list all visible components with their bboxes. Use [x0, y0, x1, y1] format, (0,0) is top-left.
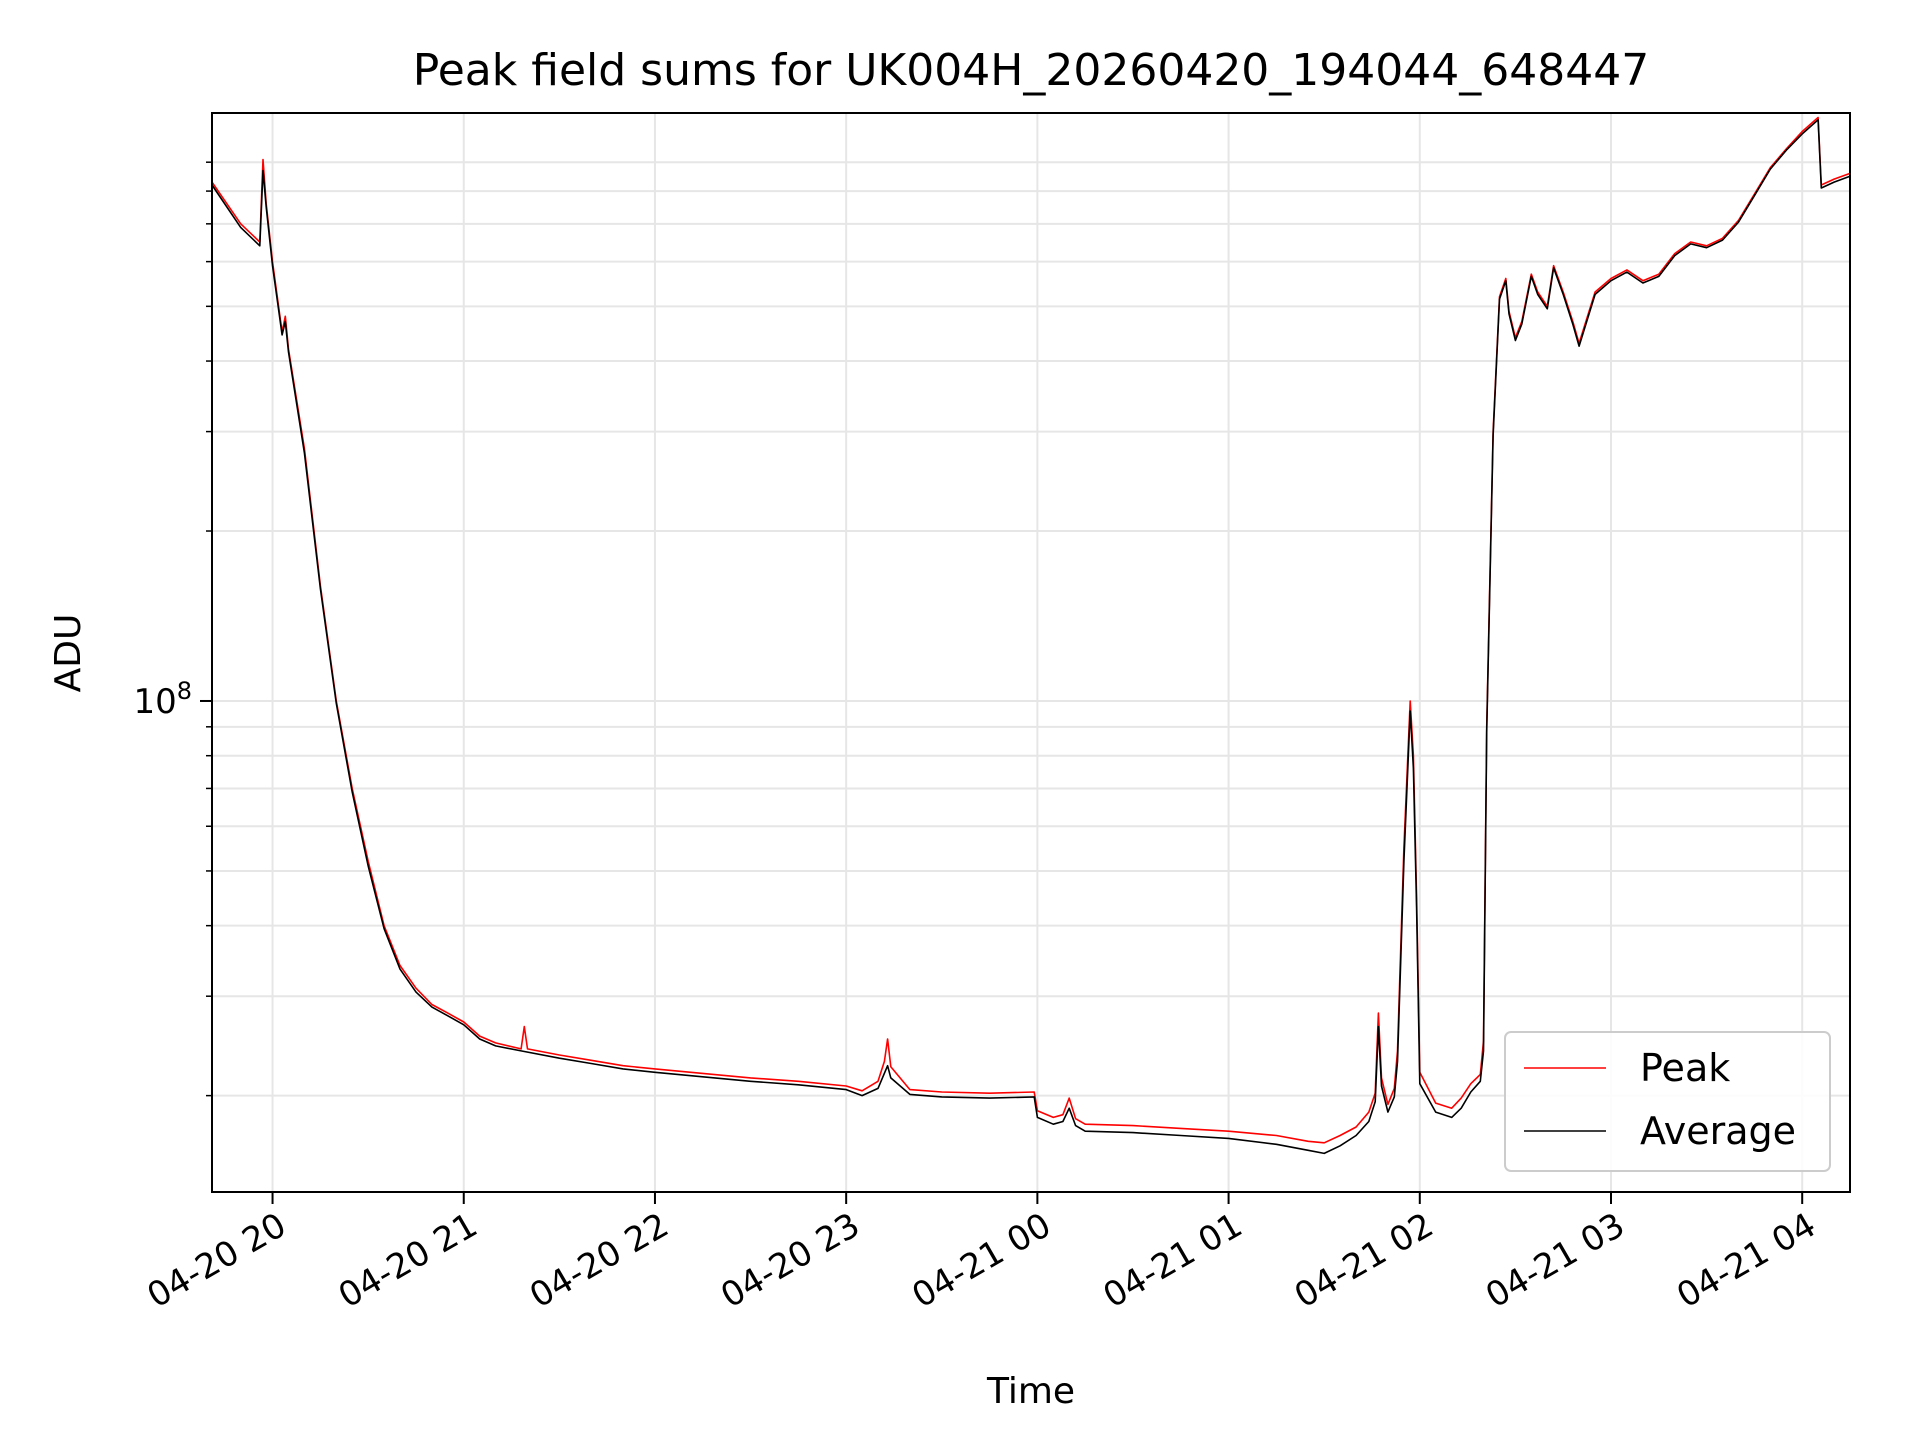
series-line-average: [211, 119, 1851, 1155]
legend-box: [1504, 1031, 1831, 1172]
y-axis-label: ADU: [48, 614, 89, 693]
plot-frame: [211, 112, 1851, 1193]
legend: Peak Average: [1504, 1031, 1831, 1172]
legend-label-average: Average: [1640, 1109, 1796, 1153]
chart-title: Peak field sums for UK004H_20260420_1940…: [413, 45, 1649, 96]
y-axis-ticks: 108: [133, 161, 212, 1097]
legend-label-peak: Peak: [1640, 1046, 1730, 1090]
x-axis-label: Time: [986, 1371, 1075, 1412]
grid: [212, 113, 1850, 1192]
series-layer: [211, 116, 1851, 1155]
y-tick-label: 108: [133, 677, 192, 722]
